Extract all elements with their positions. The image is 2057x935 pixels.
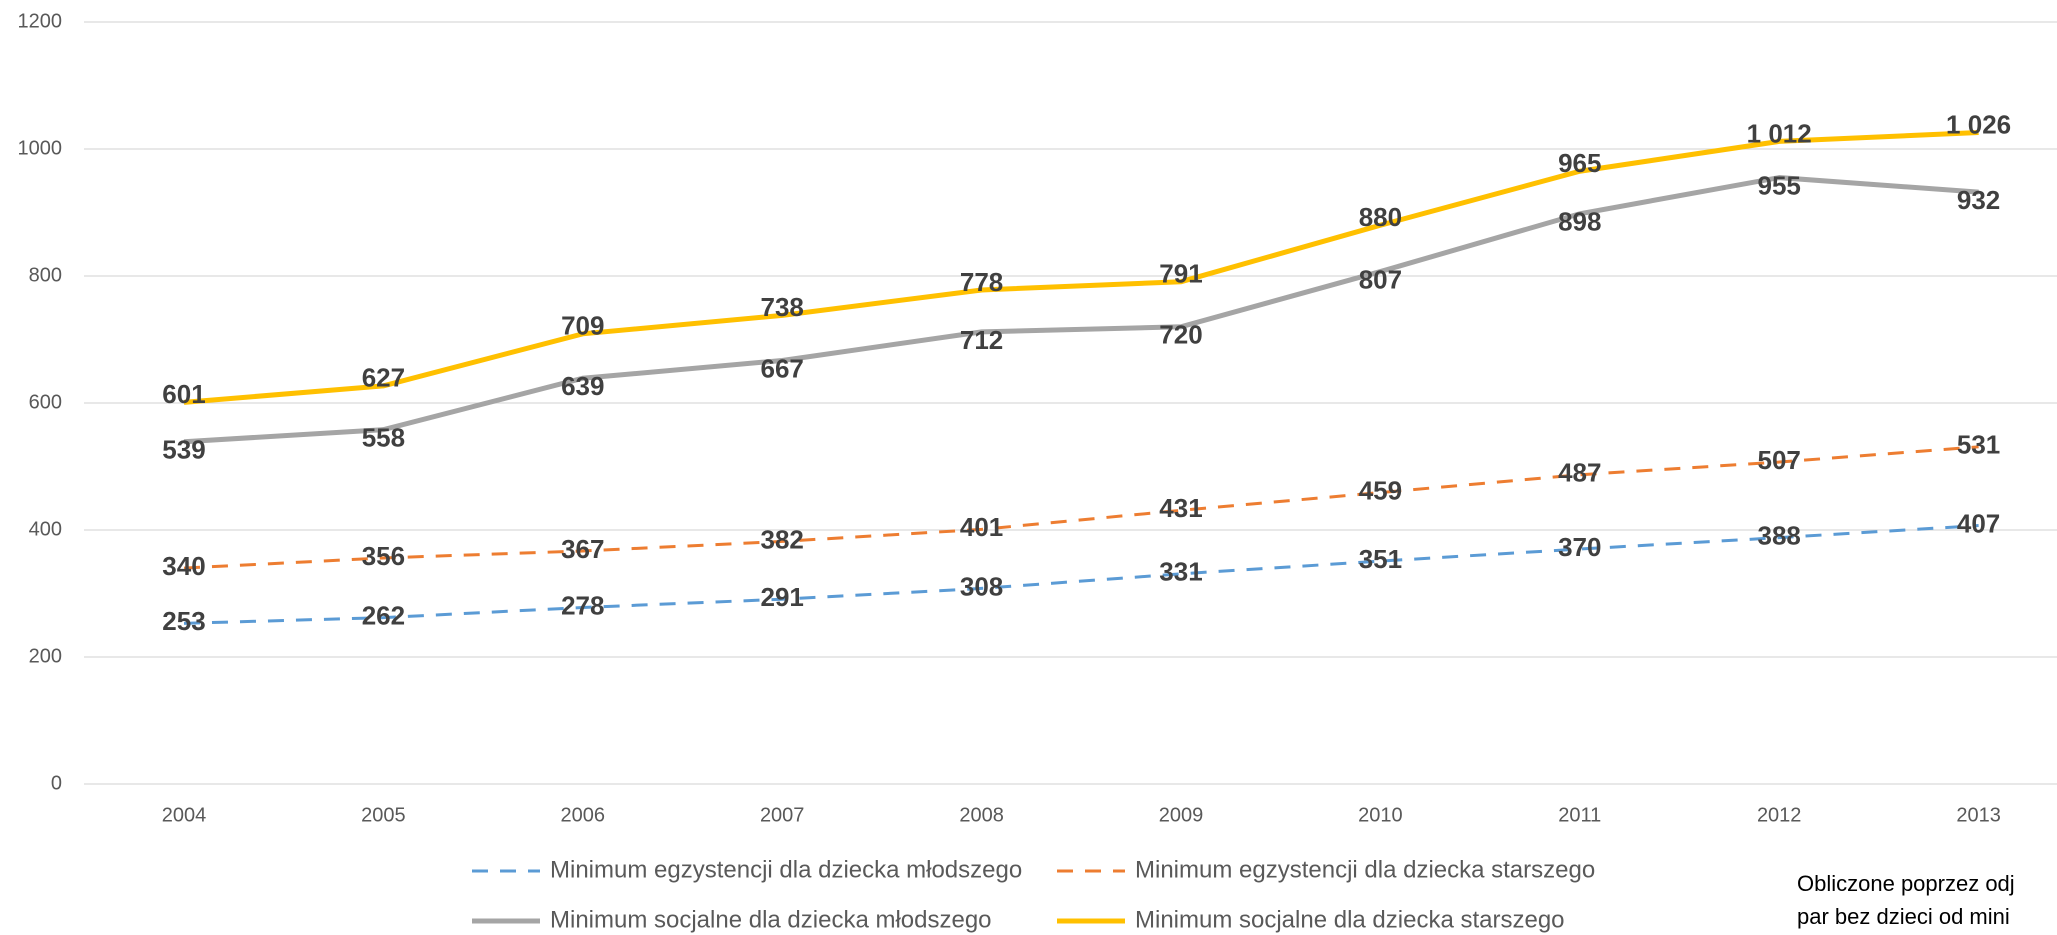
legend-label: Minimum egzystencji dla dziecka starszeg… xyxy=(1135,856,1595,883)
y-tick-label: 800 xyxy=(29,264,62,286)
data-label: 388 xyxy=(1758,520,1801,550)
data-label: 531 xyxy=(1957,430,2000,460)
data-label: 712 xyxy=(960,325,1003,355)
data-label: 627 xyxy=(362,363,405,393)
legend-label: Minimum socjalne dla dziecka starszego xyxy=(1135,906,1565,933)
series-line xyxy=(183,445,1979,570)
data-label: 898 xyxy=(1558,207,1601,237)
y-tick-label: 400 xyxy=(29,518,62,540)
legend-label: Minimum socjalne dla dziecka młodszego xyxy=(550,906,992,933)
data-label: 291 xyxy=(761,582,804,612)
x-tick-label: 2010 xyxy=(1358,804,1403,826)
data-label: 401 xyxy=(960,512,1003,542)
data-label: 487 xyxy=(1558,458,1601,488)
data-label: 639 xyxy=(561,371,604,401)
y-tick-label: 0 xyxy=(51,772,62,794)
y-tick-label: 1000 xyxy=(18,137,63,159)
data-label: 709 xyxy=(561,311,604,341)
data-label: 1 026 xyxy=(1946,109,2011,139)
data-label: 720 xyxy=(1159,320,1202,350)
data-label: 539 xyxy=(162,435,205,465)
series-line xyxy=(183,524,1979,625)
data-label: 965 xyxy=(1558,148,1601,178)
y-tick-label: 600 xyxy=(29,391,62,413)
data-label: 558 xyxy=(362,423,405,453)
data-label: 308 xyxy=(960,571,1003,601)
data-label: 932 xyxy=(1957,185,2000,215)
data-label: 880 xyxy=(1359,202,1402,232)
data-label: 278 xyxy=(561,590,604,620)
note: Obliczone poprzez odj xyxy=(1797,871,2015,896)
data-label: 791 xyxy=(1159,259,1202,289)
data-label: 331 xyxy=(1159,557,1202,587)
data-label: 356 xyxy=(362,541,405,571)
series-line xyxy=(183,175,1979,445)
data-label: 253 xyxy=(162,606,205,636)
series-line xyxy=(183,129,1979,405)
data-label: 367 xyxy=(561,534,604,564)
data-label: 370 xyxy=(1558,532,1601,562)
x-tick-label: 2012 xyxy=(1757,804,1802,826)
x-tick-label: 2004 xyxy=(162,804,207,826)
data-label: 667 xyxy=(761,353,804,383)
data-label: 807 xyxy=(1359,264,1402,294)
y-tick-label: 200 xyxy=(29,645,62,667)
data-label: 262 xyxy=(362,601,405,631)
data-label: 601 xyxy=(162,379,205,409)
data-label: 507 xyxy=(1758,445,1801,475)
note: par bez dzieci od mini xyxy=(1797,904,2010,929)
x-tick-label: 2007 xyxy=(760,804,805,826)
y-tick-label: 1200 xyxy=(18,10,63,32)
data-label: 431 xyxy=(1159,493,1202,523)
data-label: 955 xyxy=(1758,170,1801,200)
x-tick-label: 2009 xyxy=(1159,804,1204,826)
x-tick-label: 2011 xyxy=(1558,804,1601,826)
legend-label: Minimum egzystencji dla dziecka młodszeg… xyxy=(550,856,1022,883)
x-tick-label: 2013 xyxy=(1956,804,2001,826)
data-label: 340 xyxy=(162,551,205,581)
x-tick-label: 2005 xyxy=(361,804,406,826)
data-label: 407 xyxy=(1957,508,2000,538)
data-label: 778 xyxy=(960,267,1003,297)
data-label: 351 xyxy=(1359,544,1402,574)
data-label: 382 xyxy=(761,524,804,554)
x-tick-label: 2008 xyxy=(959,804,1004,826)
data-label: 1 012 xyxy=(1747,118,1812,148)
data-label: 738 xyxy=(761,292,804,322)
data-label: 459 xyxy=(1359,475,1402,505)
x-tick-label: 2006 xyxy=(561,804,606,826)
